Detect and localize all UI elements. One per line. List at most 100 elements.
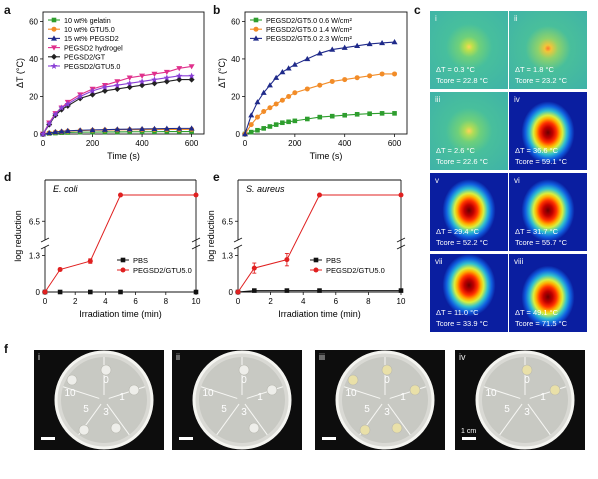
x-tick-label-d: 2: [73, 297, 78, 306]
legend-entry-e: PEGSD2/GTU5.0: [326, 266, 385, 275]
sector-divider: [387, 403, 411, 436]
data-point-d-1: [193, 192, 199, 198]
petri-dish: 013 5 10: [192, 350, 292, 450]
data-point-b-0: [255, 127, 260, 133]
sector-label: 0: [524, 375, 530, 386]
bacterial-colony: [266, 384, 278, 396]
y-tick-label-a: 60: [29, 17, 38, 26]
y-tick-label-b: 60: [231, 17, 240, 26]
data-point-b-2: [266, 82, 273, 88]
data-point-b-0: [267, 124, 273, 129]
sector-divider: [106, 403, 130, 436]
y-tick-label-a: 0: [34, 130, 39, 139]
data-point-b-1: [248, 122, 254, 128]
data-point-b-0: [379, 111, 385, 116]
data-point-a-5: [89, 87, 96, 94]
agar-plate-photo: i 0 1 3 5 10: [34, 350, 164, 450]
legend-marker-a: [51, 26, 57, 32]
legend-marker-a: [51, 35, 57, 41]
y-axis-label-a: ΔT (°C): [15, 58, 25, 88]
data-point-b-2: [354, 42, 361, 48]
thermal-image-tile: vii ΔT = 11.0 °C Tcore = 33.9 °C: [430, 254, 508, 332]
data-point-a-5: [188, 72, 195, 79]
sector-label: 1: [119, 392, 125, 403]
y-tick-label-b: 40: [231, 55, 240, 64]
data-point-e-1: [251, 265, 257, 271]
legend-marker-a: [51, 53, 57, 60]
agar-surface: [199, 357, 285, 443]
data-point-b-0: [292, 118, 298, 124]
data-point-b-0: [329, 113, 335, 119]
legend-entry-a: PEGSD2 hydrogel: [64, 43, 123, 52]
data-point-a-2: [139, 125, 146, 132]
data-point-e-0: [398, 288, 404, 293]
bacterial-colony: [381, 364, 393, 376]
data-point-a-5: [138, 78, 146, 85]
data-point-e-1: [398, 192, 404, 198]
sector-label: 0: [384, 375, 390, 386]
axis-break-mark-e: [233, 237, 243, 243]
x-tick-label-d: 4: [103, 297, 108, 306]
x-tick-label-a: 0: [41, 139, 46, 148]
panel-letter-a: a: [4, 3, 11, 17]
data-point-b-0: [342, 112, 347, 118]
data-point-b-0: [280, 120, 285, 126]
data-point-a-3: [151, 71, 158, 77]
data-point-a-2: [52, 128, 59, 135]
thermal-core-temperature: Tcore = 55.7 °C: [515, 238, 567, 247]
y-tick-label-a: 20: [29, 92, 38, 101]
data-point-a-2: [163, 125, 170, 131]
panel-letter-f: f: [4, 342, 8, 356]
data-point-b-1: [329, 78, 335, 84]
data-point-a-4: [114, 85, 121, 92]
sector-label: 1: [540, 392, 546, 403]
data-point-b-2: [248, 112, 255, 118]
legend-marker-d: [120, 257, 126, 263]
legend-entry-d: PBS: [133, 256, 148, 265]
data-point-b-0: [248, 129, 254, 135]
petri-dish: 013 5 10: [335, 350, 435, 450]
data-point-d-1: [57, 267, 63, 272]
data-point-a-2: [46, 129, 53, 136]
legend-entry-b: PEGSD2/GT5.0 2.3 W/cm²: [266, 34, 352, 43]
x-tick-label-d: 6: [133, 297, 138, 306]
legend-entry-a: PEGSD2/GTU5.0: [64, 62, 120, 71]
thermal-tile-label: vii: [435, 257, 443, 266]
legend-entry-e: PBS: [326, 256, 341, 265]
data-point-a-4: [151, 80, 158, 87]
data-point-b-1: [379, 71, 385, 77]
sector-label: 10: [345, 388, 357, 399]
y-tick-label-e: 6.5: [222, 217, 234, 226]
data-point-d-1: [118, 192, 123, 198]
bacterial-colony: [521, 364, 533, 376]
data-point-b-1: [342, 77, 348, 83]
agar-plate-photo: ii 0 1 3 5 10: [172, 350, 302, 450]
data-point-a-3: [163, 69, 170, 76]
y-tick-label-a: 40: [29, 55, 38, 64]
data-point-a-4: [89, 91, 96, 98]
bacterial-colony: [110, 422, 122, 434]
data-point-a-4: [188, 76, 195, 83]
thermal-delta-t: ΔT = 1.8 °C: [515, 65, 554, 74]
data-point-b-1: [267, 105, 273, 111]
legend-marker-e: [313, 267, 319, 273]
x-tick-label-b: 600: [388, 139, 402, 148]
organism-label-e: S. aureus: [246, 184, 285, 194]
scale-bar: [41, 437, 55, 440]
plate-label: ii: [176, 352, 180, 362]
data-point-b-2: [273, 74, 280, 80]
data-point-b-2: [291, 61, 298, 67]
x-axis-label-b: Time (s): [310, 151, 343, 161]
x-tick-label-e: 8: [366, 297, 371, 306]
legend-marker-b: [253, 17, 259, 23]
x-tick-label-b: 400: [338, 139, 352, 148]
data-point-a-2: [77, 127, 84, 133]
thermal-tile-label: ii: [514, 14, 518, 23]
legend-entry-a: PEGSD2/GT: [64, 53, 106, 62]
series-line-d-1: [44, 194, 196, 293]
axis-break-mark-d: [40, 237, 50, 243]
sector-label: 5: [83, 404, 89, 415]
data-point-a-5: [151, 76, 158, 83]
data-point-e-0: [252, 288, 257, 293]
sector-label: 5: [364, 404, 370, 415]
